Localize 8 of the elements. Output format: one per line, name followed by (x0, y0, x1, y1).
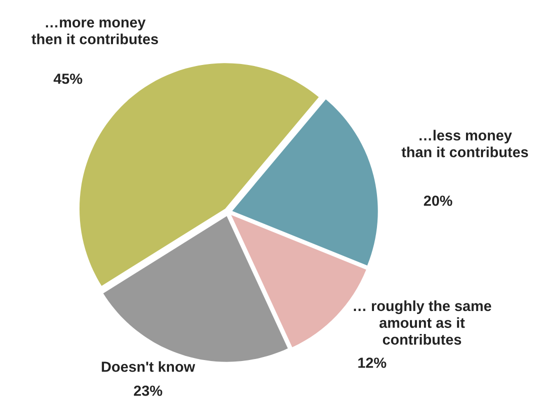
slice-label: …less money than it contributes (402, 130, 528, 158)
slice-label: Doesn't know (102, 361, 196, 372)
slice-label: …more money then it contributes (32, 20, 158, 44)
slice-label: … roughly the same amount as it contributes (354, 300, 492, 345)
data-label: 20% (424, 196, 452, 206)
data-label: 45% (54, 74, 82, 84)
data-label: 23% (134, 386, 162, 396)
data-label: 12% (358, 358, 386, 368)
